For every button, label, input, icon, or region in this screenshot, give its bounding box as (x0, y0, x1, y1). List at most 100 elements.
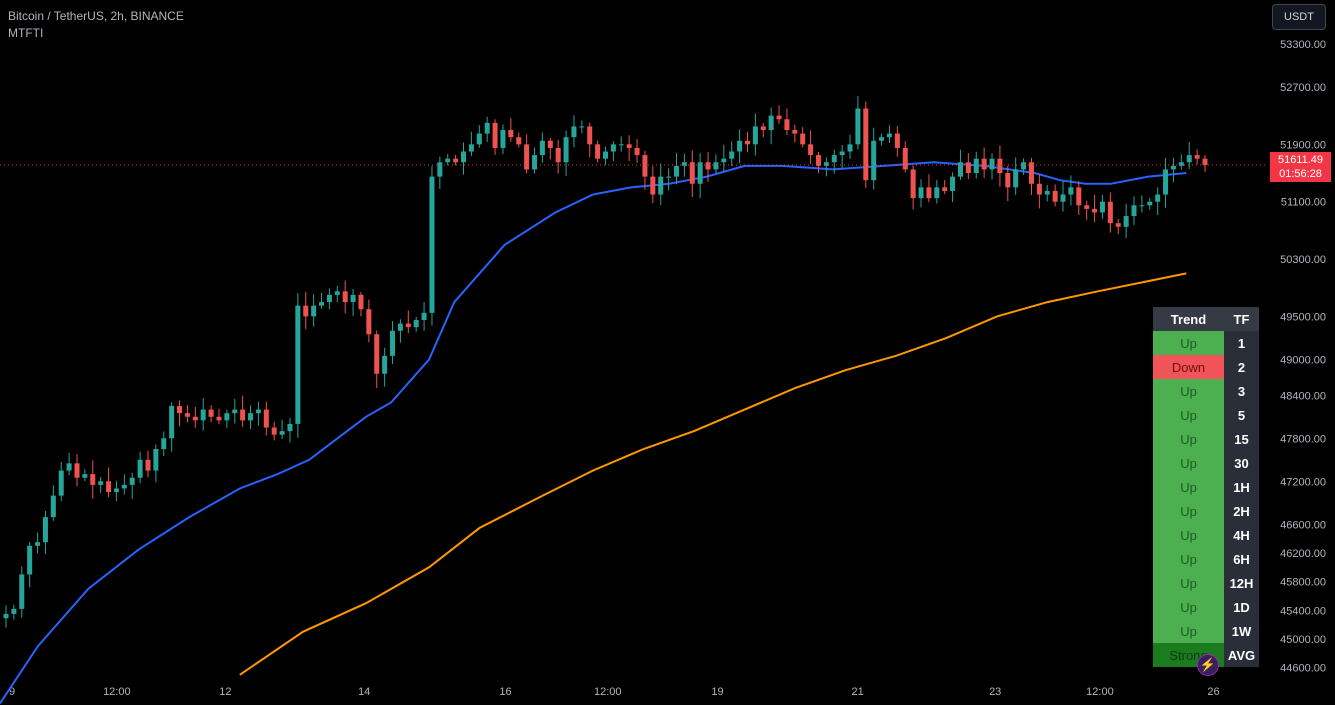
candle (98, 477, 104, 493)
candle (768, 107, 774, 145)
candle (1076, 181, 1082, 215)
mtf-trend-table: Trend TF Up 1 Down 2 Up 3 Up 5 Up 15 Up 30 Up 1H Up 2H U… (1153, 307, 1259, 667)
candle (113, 480, 119, 502)
candle (421, 301, 427, 331)
candle (784, 108, 790, 135)
price-tick-label: 44600.00 (1280, 663, 1326, 675)
candle (35, 532, 41, 554)
candle (1123, 203, 1129, 239)
trend-cell: Up (1153, 523, 1224, 547)
candle (1155, 187, 1161, 216)
candle (1044, 184, 1050, 202)
trend-cell: Up (1153, 451, 1224, 475)
candle (74, 454, 80, 487)
candle (1107, 192, 1113, 233)
candle (1194, 149, 1200, 165)
mtf-row: Up 5 (1153, 403, 1259, 427)
candle (989, 153, 995, 180)
candle (390, 321, 396, 365)
candle (303, 292, 309, 330)
mtf-row: Up 1H (1153, 475, 1259, 499)
candle (19, 566, 25, 618)
mtf-row: Up 2H (1153, 499, 1259, 523)
symbol-title[interactable]: Bitcoin / TetherUS, 2h, BINANCE (8, 9, 184, 23)
price-tick-label: 53300.00 (1280, 39, 1326, 51)
time-tick-label: 23 (989, 686, 1001, 698)
price-tick-label: 46600.00 (1280, 519, 1326, 531)
currency-button[interactable]: USDT (1272, 4, 1326, 30)
candle (1115, 218, 1121, 235)
candle (587, 122, 593, 158)
candle (224, 409, 230, 428)
candle (650, 166, 656, 204)
candle (461, 142, 467, 175)
price-tick-label: 47800.00 (1280, 433, 1326, 445)
candle (965, 153, 971, 180)
candle (1005, 165, 1011, 202)
candle (200, 398, 206, 431)
fast-ma-line (0, 161, 1187, 705)
candle (563, 130, 569, 176)
candle (58, 461, 64, 502)
candle (871, 127, 877, 190)
candle (342, 280, 348, 314)
candle (453, 154, 459, 166)
trend-cell: Up (1153, 427, 1224, 451)
mtf-row: Up 15 (1153, 427, 1259, 451)
candle (1186, 142, 1192, 170)
candle (287, 417, 293, 443)
time-tick-label: 12:00 (1086, 686, 1114, 698)
candle (248, 405, 254, 429)
last-price-value: 51611.49 (1277, 154, 1324, 166)
candle (721, 144, 727, 172)
candle (11, 604, 17, 620)
candle (468, 131, 474, 157)
candle (1139, 195, 1145, 213)
candle (1036, 174, 1042, 209)
indicator-title[interactable]: MTFTI (8, 26, 44, 40)
candle (3, 605, 9, 628)
candle (192, 406, 198, 428)
candle (1028, 157, 1034, 195)
candle (374, 330, 380, 388)
time-tick-label: 9 (9, 686, 15, 698)
candle (1013, 157, 1019, 195)
lightning-icon[interactable]: ⚡ (1197, 654, 1219, 676)
mtf-row: Up 3 (1153, 379, 1259, 403)
mtf-row: Up 4H (1153, 523, 1259, 547)
timeframe-cell: 2 (1224, 355, 1259, 379)
candle (397, 319, 403, 343)
candle (1170, 157, 1176, 183)
time-axis[interactable]: 9 12:00 12 14 16 12:00 19 21 23 12:00 26 (9, 686, 1220, 698)
candle (1178, 154, 1184, 170)
trend-cell: Up (1153, 475, 1224, 499)
candle (760, 122, 766, 138)
candle (926, 174, 932, 203)
candle (66, 452, 72, 476)
candle (689, 150, 695, 198)
timeframe-cell: 1W (1224, 619, 1259, 643)
price-tick-label: 52700.00 (1280, 82, 1326, 94)
price-tick-label: 51900.00 (1280, 139, 1326, 151)
candle (500, 124, 506, 155)
candle (879, 133, 885, 146)
candle (106, 467, 112, 498)
timeframe-cell: 4H (1224, 523, 1259, 547)
mtf-row: Up 1W (1153, 619, 1259, 643)
candle (445, 153, 451, 166)
candle (839, 145, 845, 169)
price-tick-label: 48400.00 (1280, 390, 1326, 402)
time-tick-label: 14 (358, 686, 370, 698)
candle (492, 119, 498, 155)
candle (547, 137, 553, 160)
candle (910, 165, 916, 210)
candle (610, 141, 616, 162)
timeframe-cell: 12H (1224, 571, 1259, 595)
price-tick-label: 47200.00 (1280, 476, 1326, 488)
price-axis[interactable]: 53300.00 52700.00 51900.00 51100.00 50300.00… (1280, 39, 1326, 675)
candle (319, 292, 325, 309)
trend-cell: Up (1153, 379, 1224, 403)
candle (508, 118, 514, 142)
mtf-row: Up 6H (1153, 547, 1259, 571)
